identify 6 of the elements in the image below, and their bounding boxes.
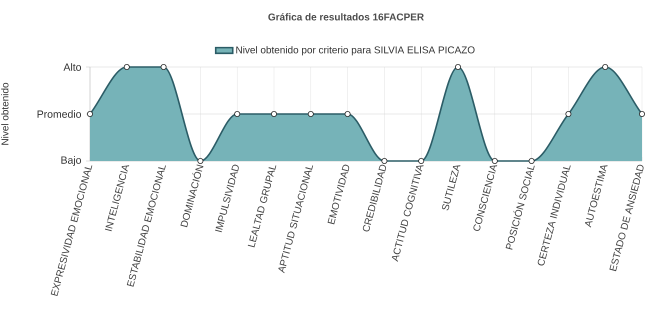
ref-line-label: Bajo [61, 156, 82, 166]
legend-label: Nivel obtenido por criterio para SILVIA ELISA PICAZO [236, 46, 475, 56]
y-axis-title: Nivel obtenido [1, 82, 8, 145]
ref-line-label: Promedio [38, 110, 82, 118]
chart-title: Gráfica de resultados 16FACPER [268, 13, 424, 20]
ref-line-label: Alto [63, 63, 82, 71]
